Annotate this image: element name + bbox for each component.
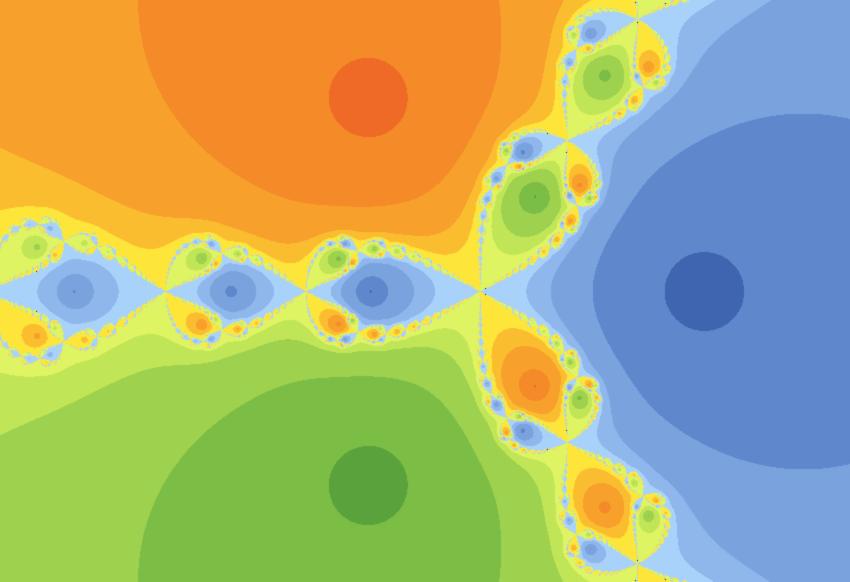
- newton-fractal-image: [0, 0, 850, 582]
- fractal-view: [0, 0, 850, 582]
